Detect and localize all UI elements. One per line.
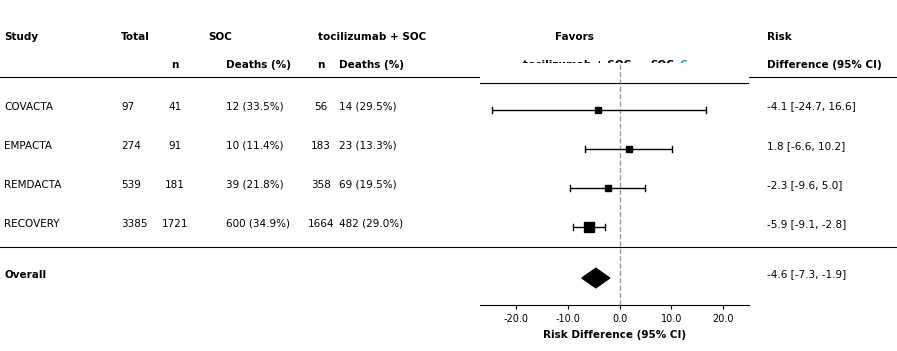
Text: -4.1 [-24.7, 16.6]: -4.1 [-24.7, 16.6]	[767, 101, 856, 112]
Text: 539: 539	[121, 180, 141, 190]
Text: 14 (29.5%): 14 (29.5%)	[339, 101, 396, 112]
Text: Total: Total	[121, 32, 150, 42]
Text: 12 (33.5%): 12 (33.5%)	[226, 101, 283, 112]
Text: 41: 41	[169, 101, 181, 112]
Text: Favors: Favors	[554, 32, 594, 42]
Text: SOC: SOC	[650, 60, 675, 70]
Text: Study: Study	[4, 32, 39, 42]
Text: 358: 358	[311, 180, 331, 190]
Text: 97: 97	[121, 101, 135, 112]
Text: 10 (11.4%): 10 (11.4%)	[226, 141, 283, 151]
Polygon shape	[582, 268, 610, 288]
Text: 600 (34.9%): 600 (34.9%)	[226, 219, 290, 229]
Text: Risk: Risk	[767, 32, 792, 42]
Text: -5.9 [-9.1, -2.8]: -5.9 [-9.1, -2.8]	[767, 219, 846, 229]
Text: 181: 181	[165, 180, 185, 190]
Text: tocilizumab + SOC: tocilizumab + SOC	[318, 32, 426, 42]
Text: n: n	[318, 60, 325, 70]
Text: 482 (29.0%): 482 (29.0%)	[339, 219, 403, 229]
Text: Difference (95% CI): Difference (95% CI)	[767, 60, 882, 70]
Text: 56: 56	[315, 101, 327, 112]
Text: 39 (21.8%): 39 (21.8%)	[226, 180, 283, 190]
X-axis label: Risk Difference (95% CI): Risk Difference (95% CI)	[543, 330, 686, 340]
Text: Deaths (%): Deaths (%)	[226, 60, 291, 70]
Text: 3385: 3385	[121, 219, 148, 229]
Text: 1721: 1721	[161, 219, 188, 229]
Text: -2.3 [-9.6, 5.0]: -2.3 [-9.6, 5.0]	[767, 180, 842, 190]
Text: n: n	[171, 60, 179, 70]
Text: C: C	[680, 60, 688, 70]
Text: 91: 91	[169, 141, 181, 151]
Text: tocilizumab + SOC: tocilizumab + SOC	[523, 60, 631, 70]
Text: Deaths (%): Deaths (%)	[339, 60, 404, 70]
Text: 183: 183	[311, 141, 331, 151]
Text: SOC: SOC	[208, 32, 231, 42]
Text: 23 (13.3%): 23 (13.3%)	[339, 141, 396, 151]
Text: 69 (19.5%): 69 (19.5%)	[339, 180, 396, 190]
Text: COVACTA: COVACTA	[4, 101, 54, 112]
Text: -4.6 [-7.3, -1.9]: -4.6 [-7.3, -1.9]	[767, 270, 846, 279]
Text: Overall: Overall	[4, 270, 47, 279]
Text: 1664: 1664	[308, 219, 335, 229]
Text: REMDACTA: REMDACTA	[4, 180, 62, 190]
Text: 1.8 [-6.6, 10.2]: 1.8 [-6.6, 10.2]	[767, 141, 845, 151]
Text: RECOVERY: RECOVERY	[4, 219, 60, 229]
Text: EMPACTA: EMPACTA	[4, 141, 53, 151]
Text: 274: 274	[121, 141, 141, 151]
